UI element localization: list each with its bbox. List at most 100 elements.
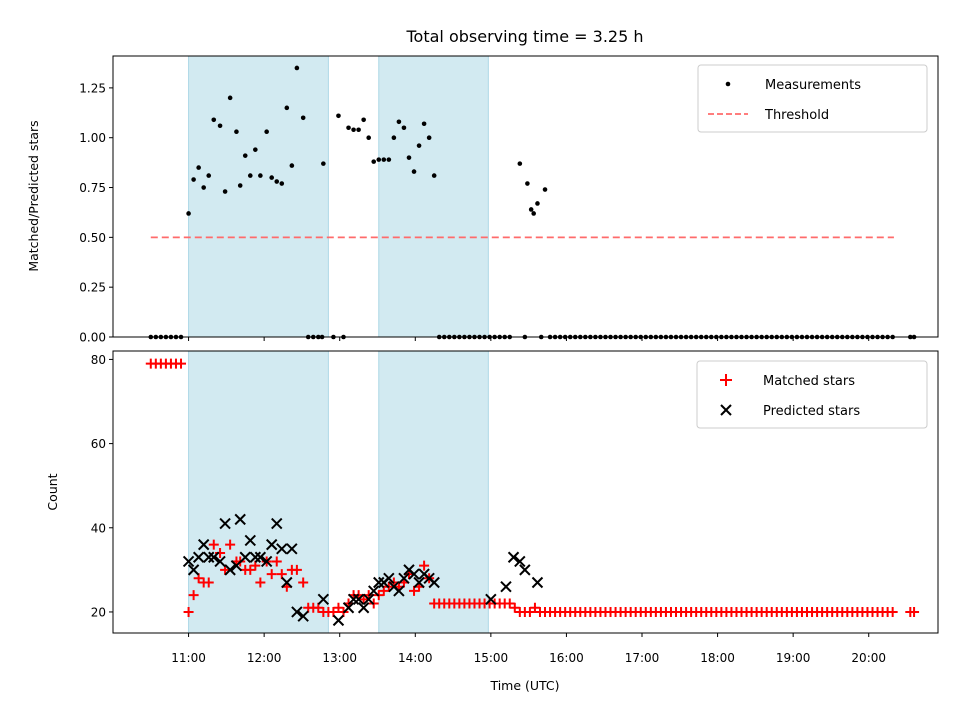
measurement-point — [381, 157, 387, 162]
predicted-star-marker — [383, 572, 395, 584]
predicted-stars-points — [182, 513, 544, 627]
predicted-star-marker — [362, 593, 375, 606]
x-tick-label: 20:00 — [851, 651, 886, 665]
matched-star-marker — [887, 606, 898, 617]
matched-star-marker — [183, 606, 194, 617]
x-tick-label: 15:00 — [474, 651, 509, 665]
predicted-star-marker — [208, 551, 220, 563]
predicted-star-marker — [352, 593, 365, 606]
y-tick-label: 60 — [91, 437, 106, 451]
legend-matched-marker — [720, 374, 732, 386]
legend-predicted-label: Predicted stars — [763, 404, 860, 419]
predicted-star-marker — [276, 543, 288, 555]
predicted-star-marker — [254, 551, 267, 563]
top-panel: 0.00 0.25 0.50 0.75 1.00 1.25 Matched/Predict… — [26, 55, 939, 345]
y-tick-label: 0.25 — [79, 281, 106, 295]
shaded-interval — [188, 55, 329, 338]
predicted-star-marker — [197, 538, 210, 551]
matched-star-marker — [255, 577, 266, 588]
y-tick-label: 0.00 — [79, 331, 106, 345]
top-legend: Measurements Threshold — [697, 64, 928, 133]
predicted-star-marker — [249, 551, 262, 563]
y-tick-label: 0.50 — [79, 231, 106, 245]
measurement-point — [269, 175, 275, 180]
measurement-point — [406, 155, 412, 160]
measurement-point — [237, 183, 243, 188]
matched-star-marker — [225, 539, 236, 550]
y-tick-label: 20 — [91, 605, 106, 619]
measurement-point — [361, 117, 366, 123]
matched-star-marker — [419, 560, 430, 571]
measurement-point — [227, 95, 233, 101]
predicted-star-marker — [182, 555, 195, 568]
matched-star-marker — [245, 564, 256, 575]
matched-star-marker — [271, 556, 282, 567]
measurement-point — [217, 123, 223, 129]
predicted-star-marker — [192, 551, 205, 563]
measurement-point — [264, 129, 269, 135]
matched-star-marker — [529, 602, 540, 613]
measurement-point — [431, 173, 437, 178]
measurement-point — [356, 127, 361, 133]
matched-star-marker — [909, 606, 920, 617]
measurement-point — [300, 115, 306, 121]
predicted-star-marker — [347, 593, 360, 606]
matched-star-marker — [188, 590, 199, 601]
matched-star-marker — [220, 564, 231, 575]
matched-star-marker — [176, 358, 187, 369]
matched-star-marker — [276, 569, 287, 580]
legend-predicted-marker — [720, 404, 732, 416]
predicted-star-marker — [393, 585, 405, 597]
matched-star-marker — [291, 564, 302, 575]
matched-star-marker — [298, 577, 309, 588]
legend-measurements-label: Measurements — [765, 78, 861, 93]
matched-star-marker — [509, 602, 520, 613]
measurement-point — [253, 147, 258, 152]
predicted-star-marker — [260, 555, 273, 568]
predicted-star-marker — [398, 572, 410, 584]
predicted-star-marker — [214, 555, 226, 568]
predicted-star-marker — [500, 580, 512, 593]
predicted-star-marker — [187, 564, 200, 576]
measurement-point — [426, 135, 432, 141]
x-tick-label: 17:00 — [625, 651, 660, 665]
predicted-star-marker — [408, 568, 420, 580]
bottom-x-ticks: 11:00 12:00 13:00 14:00 15:00 16:00 17:00 18:00… — [171, 633, 886, 665]
predicted-star-marker — [531, 576, 544, 589]
predicted-star-marker — [230, 559, 243, 572]
legend-measurement-marker — [725, 81, 731, 87]
predicted-star-marker — [244, 534, 256, 547]
measurement-point — [247, 173, 253, 178]
matched-star-marker — [409, 585, 420, 596]
measurement-point — [279, 181, 285, 186]
measurement-point — [535, 201, 540, 206]
measurement-point — [391, 135, 397, 141]
measurement-point — [386, 157, 392, 162]
predicted-star-marker — [239, 551, 251, 563]
matched-star-marker — [208, 539, 219, 550]
x-tick-label: 11:00 — [171, 651, 206, 665]
measurement-point — [517, 161, 523, 166]
bottom-y-ticks: 20 40 60 80 — [91, 353, 113, 619]
matched-star-marker — [313, 602, 324, 613]
shaded-interval — [378, 55, 489, 338]
top-shaded-intervals — [188, 55, 489, 338]
top-x-ticks — [188, 337, 870, 341]
predicted-star-marker — [332, 614, 345, 627]
measurement-point — [242, 153, 248, 158]
matched-star-marker — [193, 573, 204, 584]
measurement-point — [542, 187, 548, 192]
top-y-axis-label: Matched/Predicted stars — [26, 120, 41, 271]
bottom-y-axis-label: Count — [45, 473, 60, 510]
predicted-star-marker — [297, 610, 309, 622]
measurement-point — [531, 211, 536, 216]
predicted-star-marker — [234, 513, 246, 526]
predicted-star-marker — [265, 538, 278, 551]
measurement-point — [401, 125, 407, 131]
predicted-star-marker — [224, 564, 236, 576]
predicted-star-marker — [342, 602, 355, 614]
matched-star-marker — [358, 594, 369, 605]
predicted-star-marker — [357, 602, 370, 614]
bottom-axes-frame — [112, 350, 939, 634]
